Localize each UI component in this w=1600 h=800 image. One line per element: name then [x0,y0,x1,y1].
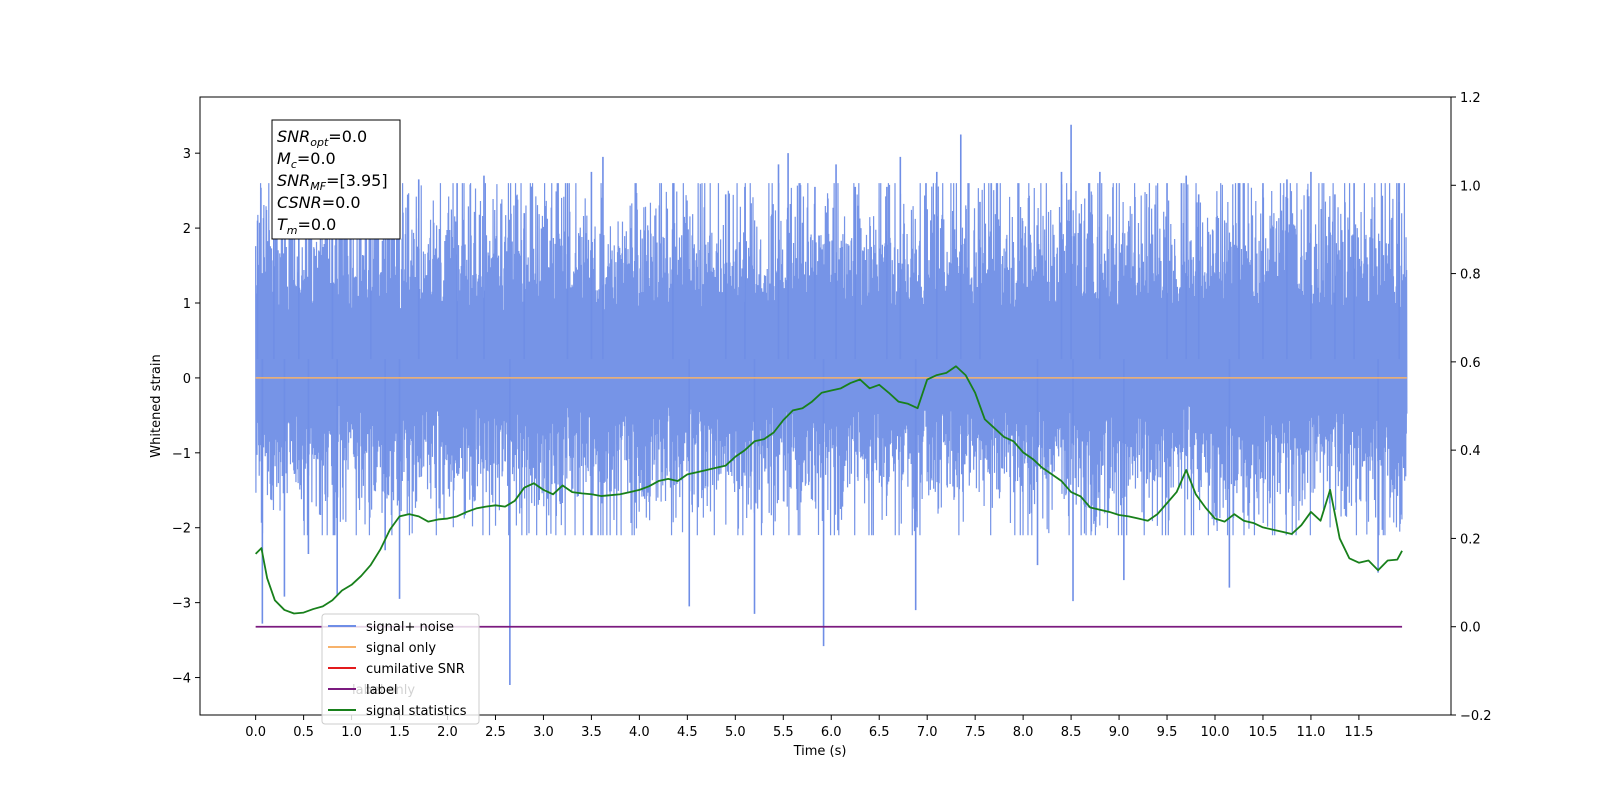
y-tick-label: −2 [172,522,191,537]
y-tick-label: 0 [183,372,191,387]
legend-entry-label: label [366,683,397,698]
y2-tick-label: 0.2 [1460,532,1481,547]
x-tick-label: 1.5 [389,725,410,740]
x-tick-label: 6.0 [821,725,842,740]
annotation-line: SNRopt=0.0 [277,127,367,149]
x-tick-label: 11.0 [1296,725,1325,740]
x-tick-label: 4.0 [629,725,650,740]
x-axis: 0.0 0.5 1.0 1.5 2.0 2.5 3.0 3.5 4.0 4.5 5.0 5.5 6.0 6… [245,715,1373,740]
annotation-line: Tm=0.0 [277,215,336,237]
x-tick-label: 8.0 [1013,725,1034,740]
x-tick-label: 1.0 [341,725,362,740]
x-tick-label: 9.5 [1157,725,1178,740]
series-signal-statistics [255,365,1403,615]
annotation-line: Mc=0.0 [277,149,336,171]
series-signal-noise-spikes [256,124,1400,686]
x-tick-label: 0.5 [293,725,314,740]
x-tick-label: 3.0 [533,725,554,740]
y-tick-label: 2 [183,222,191,237]
x-tick-label: 3.5 [581,725,602,740]
x-tick-label: 5.0 [725,725,746,740]
x-tick-label: 11.5 [1344,725,1373,740]
y-tick-label: −1 [172,447,191,462]
y2-tick-label: 0.6 [1460,356,1481,371]
y-tick-label: 3 [183,147,191,162]
y-tick-label: −3 [172,597,191,612]
legend-entry-label: cumilative SNR [366,662,465,677]
x-tick-label: 6.5 [869,725,890,740]
x-tick-label: 0.0 [245,725,266,740]
noise-trace [255,183,1408,536]
legend-entry-label: signal statistics [366,704,467,719]
y2-tick-label: −0.2 [1460,709,1492,724]
x-tick-label: 2.0 [437,725,458,740]
y-axis-right: 1.2 1.0 0.8 0.6 0.4 0.2 0.0 −0.2 [1451,91,1492,724]
x-tick-label: 4.5 [677,725,698,740]
x-tick-label: 10.0 [1201,725,1230,740]
plot-area [255,124,1408,686]
x-tick-label: 5.5 [773,725,794,740]
annotation-line: SNRMF=[3.95] [277,171,388,193]
x-tick-label: 8.5 [1061,725,1082,740]
y-tick-label: −4 [172,672,191,687]
x-tick-label: 9.0 [1109,725,1130,740]
x-tick-label: 2.5 [485,725,506,740]
y2-tick-label: 1.0 [1460,179,1481,194]
x-axis-label: Time (s) [793,744,847,759]
legend-entry-label: signal only [366,641,436,656]
annotation-frame [271,119,401,240]
plot-frame [199,96,1452,716]
y2-tick-label: 0.8 [1460,268,1481,283]
x-tick-label: 10.5 [1248,725,1277,740]
x-tick-label: 7.5 [965,725,986,740]
legend-entry-label: signal+ noise [366,620,454,635]
series-signal-noise [255,183,1408,536]
signal-statistics-line [255,365,1403,615]
x-tick-label: 7.0 [917,725,938,740]
y-tick-label: 1 [183,297,191,312]
y2-tick-label: 0.4 [1460,444,1481,459]
annotation-line: CSNR=0.0 [277,193,361,212]
y2-tick-label: 0.0 [1460,621,1481,636]
y-axis-label: Whitened strain [149,354,164,457]
y2-tick-label: 1.2 [1460,91,1481,106]
y-axis-left: 3 2 1 0 −1 −2 −3 −4 [172,147,200,687]
legend-frame [321,613,480,725]
